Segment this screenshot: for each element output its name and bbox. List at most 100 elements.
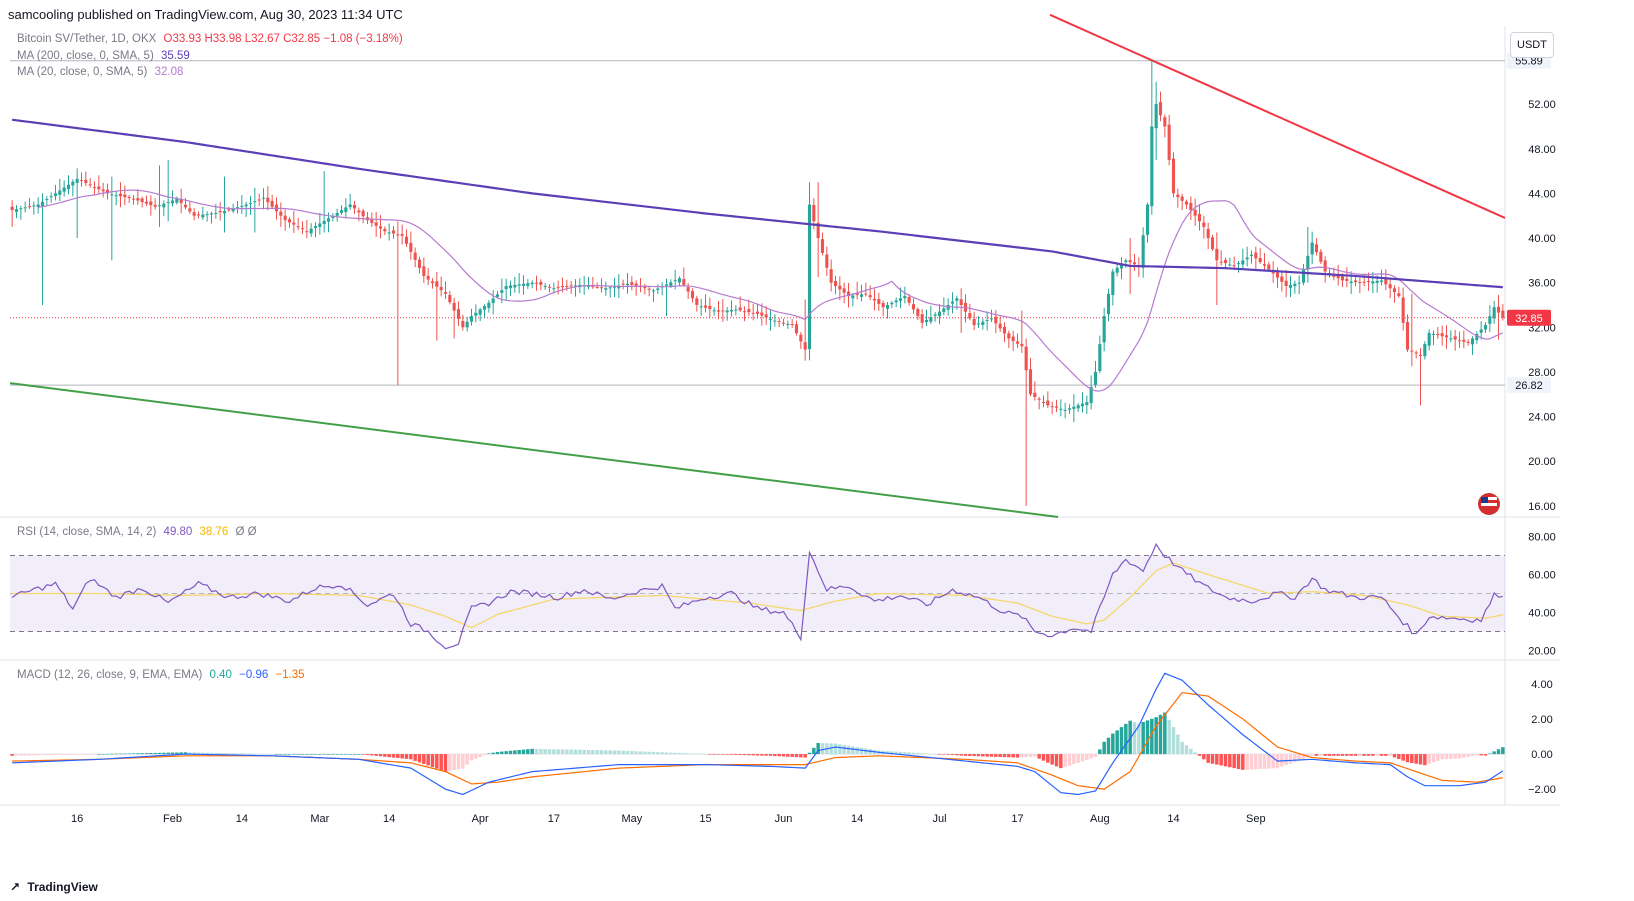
- price-tick-label: 44.00: [1528, 188, 1556, 200]
- macd-histogram-bar: [703, 754, 708, 755]
- candle-body: [1384, 278, 1388, 285]
- candle-body: [136, 198, 140, 201]
- macd-histogram-bar: [764, 754, 768, 756]
- macd-histogram-bar: [1336, 754, 1340, 756]
- time-tick-label: Mar: [310, 813, 329, 825]
- candle-body: [643, 286, 647, 289]
- candle-body: [1236, 263, 1241, 265]
- macd-histogram-bar: [1002, 754, 1007, 758]
- macd-histogram-bar: [946, 754, 950, 755]
- time-tick-label: Aug: [1090, 813, 1110, 825]
- candle-body: [1414, 352, 1418, 354]
- macd-line-value: −0.96: [239, 669, 269, 681]
- candle-body: [1072, 406, 1076, 409]
- candle-body: [383, 228, 387, 232]
- ma200-line: [12, 118, 1503, 289]
- rsi-legend[interactable]: RSI (14, close, SMA, 14, 2) 49.80 38.76 …: [17, 526, 257, 538]
- candle-body: [205, 214, 209, 216]
- candle-body: [1349, 281, 1353, 284]
- candle-body: [838, 285, 842, 290]
- candle-body: [1128, 260, 1132, 263]
- currency-button[interactable]: USDT: [1510, 32, 1554, 58]
- time-tick-label: 14: [383, 813, 395, 825]
- macd-histogram-bar: [1323, 754, 1327, 756]
- candle-body: [1306, 255, 1310, 270]
- time-tick-label: 14: [851, 813, 863, 825]
- macd-histogram-bar: [71, 754, 75, 755]
- macd-histogram-bar: [955, 754, 959, 756]
- candle-body: [110, 194, 114, 196]
- macd-histogram-bar: [396, 754, 400, 759]
- candle-body: [1362, 281, 1366, 283]
- candle-body: [1219, 261, 1223, 263]
- candle-body: [552, 288, 556, 290]
- macd-histogram-bar: [1388, 754, 1392, 756]
- macd-histogram-bar: [552, 749, 556, 755]
- macd-signal-line: [12, 691, 1503, 790]
- candle-body: [1059, 408, 1063, 410]
- macd-histogram-bar: [1397, 754, 1401, 760]
- tradingview-brand[interactable]: ↗ TradingView: [10, 880, 98, 894]
- candle-body: [816, 222, 820, 239]
- candle-body: [413, 252, 417, 260]
- macd-histogram-bar: [318, 754, 322, 755]
- candle-body: [1167, 124, 1171, 160]
- candle-body: [175, 198, 179, 203]
- macd-legend[interactable]: MACD (12, 26, close, 9, EMA, EMA) 0.40 −…: [17, 669, 305, 681]
- macd-histogram-bar: [461, 754, 465, 769]
- candle-body: [27, 206, 32, 208]
- ma200-legend[interactable]: MA (200, close, 0, SMA, 5) 35.59: [17, 50, 190, 62]
- macd-histogram-bar: [777, 754, 781, 757]
- macd-histogram-bar: [1488, 753, 1492, 755]
- macd-histogram-bar: [1401, 754, 1405, 761]
- ma20-legend[interactable]: MA (20, close, 0, SMA, 5) 32.08: [17, 66, 183, 78]
- macd-histogram-bar: [53, 754, 58, 755]
- time-tick-label: 15: [699, 813, 711, 825]
- macd-histogram-bar: [1314, 754, 1319, 756]
- macd-histogram-bar: [526, 749, 530, 755]
- candle-body: [929, 317, 933, 322]
- symbol-legend[interactable]: Bitcoin SV/Tether, 1D, OKX O33.93 H33.98…: [17, 33, 403, 45]
- rsi-pane[interactable]: [10, 542, 1505, 650]
- candle-body: [682, 279, 686, 285]
- candle-body: [357, 210, 361, 213]
- macd-histogram-bar: [175, 752, 179, 755]
- candle-body: [968, 313, 972, 319]
- macd-histogram-bar: [352, 754, 357, 755]
- macd-histogram-bar: [1050, 754, 1054, 765]
- candle-body: [513, 284, 517, 288]
- candle-body: [1020, 343, 1024, 347]
- macd-histogram-bar: [166, 752, 170, 755]
- macd-histogram-bar: [1349, 754, 1353, 756]
- candle-body: [188, 208, 192, 212]
- macd-pane[interactable]: [10, 672, 1505, 796]
- candle-body: [140, 198, 144, 203]
- candle-body: [1258, 258, 1262, 263]
- macd-histogram-bar: [305, 754, 309, 755]
- macd-histogram-bar: [469, 754, 474, 761]
- candle-body: [508, 285, 513, 289]
- candle-body: [153, 204, 157, 207]
- candle-body: [773, 320, 777, 322]
- macd-histogram-bar: [58, 754, 62, 755]
- macd-histogram-bar: [144, 753, 149, 755]
- price-tick-label: 24.00: [1528, 412, 1556, 424]
- macd-histogram-bar: [465, 754, 469, 765]
- macd-histogram-bar: [209, 752, 214, 755]
- macd-label: MACD (12, 26, close, 9, EMA, EMA): [17, 669, 203, 681]
- macd-histogram-bar: [1440, 754, 1444, 760]
- candle-body: [75, 178, 79, 183]
- tradingview-logo-icon: ↗: [10, 880, 21, 894]
- candle-body: [118, 193, 123, 197]
- grid-layer: [0, 26, 1560, 806]
- candle-body: [296, 226, 300, 228]
- macd-histogram-bar: [604, 750, 608, 755]
- candle-body: [1418, 354, 1423, 356]
- time-tick-label: Feb: [163, 813, 182, 825]
- macd-histogram-bar: [66, 754, 71, 755]
- candle-body: [1375, 280, 1379, 283]
- candle-body: [855, 293, 859, 295]
- macd-histogram-bar: [1115, 730, 1119, 755]
- candle-body: [1332, 275, 1336, 277]
- price-pane[interactable]: [9, 13, 1506, 518]
